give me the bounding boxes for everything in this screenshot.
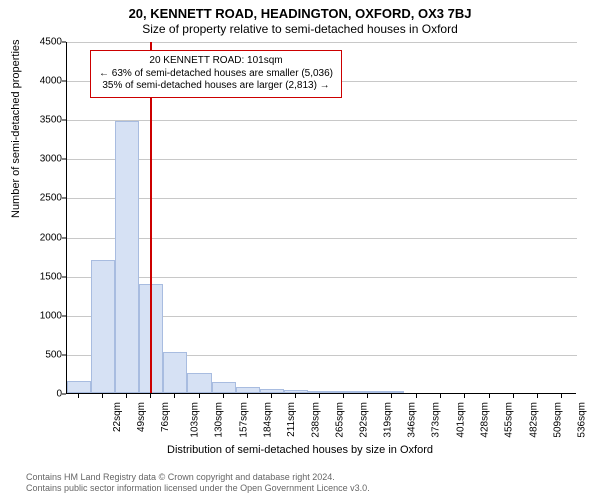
y-tick-label: 0: [22, 389, 62, 400]
x-tick-mark: [174, 394, 175, 398]
histogram-bar: [332, 391, 356, 393]
x-tick-label: 103sqm: [190, 402, 201, 438]
x-tick-label: 401sqm: [456, 402, 467, 438]
histogram-bar: [308, 391, 332, 393]
y-tick-label: 4500: [22, 37, 62, 48]
histogram-bar: [187, 373, 211, 393]
histogram-bar: [115, 121, 139, 393]
x-tick-mark: [247, 394, 248, 398]
x-tick-mark: [319, 394, 320, 398]
x-tick-mark: [102, 394, 103, 398]
gridline: [67, 159, 577, 160]
y-tick-label: 1500: [22, 271, 62, 282]
histogram-bar: [91, 260, 115, 393]
x-tick-mark: [343, 394, 344, 398]
info-line-3: 35% of semi-detached houses are larger (…: [99, 80, 333, 93]
histogram-bar: [236, 387, 260, 393]
x-tick-label: 536sqm: [576, 402, 587, 438]
x-tick-label: 184sqm: [262, 402, 273, 438]
x-tick-mark: [295, 394, 296, 398]
histogram-bar: [163, 352, 187, 393]
x-tick-label: 428sqm: [480, 402, 491, 438]
x-tick-mark: [464, 394, 465, 398]
y-tick-label: 3000: [22, 154, 62, 165]
y-tick-mark: [62, 354, 66, 355]
y-tick-label: 1000: [22, 310, 62, 321]
x-tick-label: 319sqm: [383, 402, 394, 438]
x-tick-mark: [416, 394, 417, 398]
y-tick-label: 500: [22, 349, 62, 360]
y-tick-mark: [62, 42, 66, 43]
histogram-bar: [260, 389, 284, 393]
info-line-2: ← 63% of semi-detached houses are smalle…: [99, 68, 333, 81]
x-tick-mark: [271, 394, 272, 398]
y-tick-mark: [62, 394, 66, 395]
y-tick-mark: [62, 120, 66, 121]
y-axis-label: Number of semi-detached properties: [10, 39, 22, 218]
y-tick-mark: [62, 159, 66, 160]
x-tick-mark: [489, 394, 490, 398]
x-tick-mark: [391, 394, 392, 398]
histogram-bar: [212, 382, 236, 393]
x-tick-label: 482sqm: [528, 402, 539, 438]
info-line-1: 20 KENNETT ROAD: 101sqm: [99, 55, 333, 68]
gridline: [67, 277, 577, 278]
x-tick-label: 455sqm: [504, 402, 515, 438]
y-tick-label: 4000: [22, 76, 62, 87]
y-tick-mark: [62, 276, 66, 277]
x-tick-label: 265sqm: [334, 402, 345, 438]
chart-subtitle: Size of property relative to semi-detach…: [0, 22, 600, 36]
histogram-bar: [67, 381, 91, 393]
y-tick-mark: [62, 81, 66, 82]
x-tick-mark: [537, 394, 538, 398]
x-tick-mark: [150, 394, 151, 398]
x-axis-label: Distribution of semi-detached houses by …: [0, 444, 600, 456]
x-tick-label: 373sqm: [431, 402, 442, 438]
x-tick-label: 509sqm: [552, 402, 563, 438]
x-tick-label: 130sqm: [214, 402, 225, 438]
footer-attribution: Contains HM Land Registry data © Crown c…: [26, 472, 370, 494]
x-tick-label: 238sqm: [310, 402, 321, 438]
x-tick-label: 292sqm: [359, 402, 370, 438]
footer-line-1: Contains HM Land Registry data © Crown c…: [26, 472, 370, 483]
x-tick-label: 76sqm: [160, 402, 171, 432]
y-tick-label: 3500: [22, 115, 62, 126]
x-tick-mark: [561, 394, 562, 398]
histogram-bar: [284, 390, 308, 393]
histogram-bar: [380, 391, 404, 393]
x-tick-mark: [78, 394, 79, 398]
y-tick-label: 2000: [22, 232, 62, 243]
y-tick-mark: [62, 198, 66, 199]
y-tick-mark: [62, 237, 66, 238]
y-tick-label: 2500: [22, 193, 62, 204]
marker-info-box: 20 KENNETT ROAD: 101sqm ← 63% of semi-de…: [90, 50, 342, 98]
x-tick-label: 211sqm: [286, 402, 297, 437]
gridline: [67, 238, 577, 239]
x-tick-label: 49sqm: [136, 402, 147, 432]
x-tick-mark: [440, 394, 441, 398]
chart-title: 20, KENNETT ROAD, HEADINGTON, OXFORD, OX…: [0, 6, 600, 21]
x-tick-mark: [513, 394, 514, 398]
gridline: [67, 198, 577, 199]
x-tick-mark: [367, 394, 368, 398]
histogram-chart: 20, KENNETT ROAD, HEADINGTON, OXFORD, OX…: [0, 0, 600, 500]
gridline: [67, 42, 577, 43]
footer-line-2: Contains public sector information licen…: [26, 483, 370, 494]
x-tick-label: 22sqm: [112, 402, 123, 432]
gridline: [67, 120, 577, 121]
x-tick-label: 346sqm: [407, 402, 418, 438]
x-tick-mark: [223, 394, 224, 398]
x-tick-mark: [199, 394, 200, 398]
histogram-bar: [356, 391, 380, 393]
y-tick-mark: [62, 315, 66, 316]
x-tick-mark: [126, 394, 127, 398]
x-tick-label: 157sqm: [238, 402, 249, 438]
